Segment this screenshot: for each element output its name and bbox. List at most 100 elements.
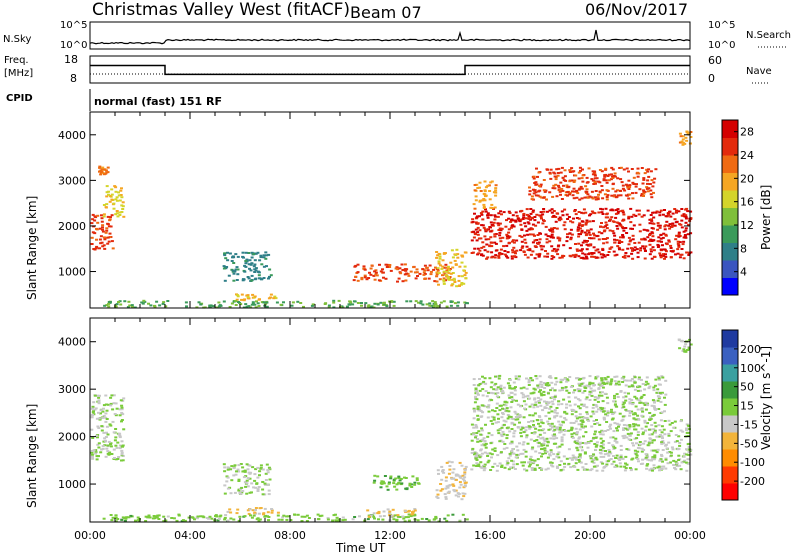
heat-cell [554, 178, 558, 181]
heat-cell [501, 389, 505, 392]
heat-cell [257, 519, 261, 522]
heat-cell [613, 380, 617, 383]
heat-cell [636, 433, 640, 436]
heat-cell [512, 463, 516, 466]
heat-cell [579, 377, 583, 380]
heat-cell [490, 381, 494, 384]
heat-cell [477, 454, 481, 457]
heat-cell [121, 208, 125, 210]
heat-cell [525, 229, 529, 232]
heat-cell [615, 253, 619, 256]
heat-cell [677, 233, 681, 236]
heat-cell [658, 469, 661, 472]
heat-cell [580, 177, 584, 180]
heat-cell [498, 462, 502, 465]
heat-cell [636, 167, 640, 170]
heat-cell [627, 170, 630, 173]
heat-cell [241, 470, 245, 473]
heat-cell [244, 303, 248, 306]
heat-cell [97, 396, 101, 399]
heat-cell [382, 276, 385, 279]
heat-cell [101, 226, 104, 229]
heat-cell [560, 436, 564, 439]
heat-cell [282, 301, 285, 304]
heat-cell [667, 434, 671, 437]
heat-cell [238, 301, 242, 304]
heat-cell [656, 399, 660, 402]
heat-cell [527, 421, 531, 423]
heat-cell [593, 433, 597, 436]
heat-cell [537, 401, 541, 404]
heat-cell [530, 403, 534, 406]
heat-cell [632, 444, 635, 447]
heat-cell [663, 410, 666, 413]
heat-cell [535, 464, 539, 467]
heat-cell [481, 210, 485, 213]
heat-cell [578, 166, 582, 169]
heat-cell [421, 268, 425, 271]
heat-cell [615, 239, 619, 242]
heat-cell [400, 263, 404, 266]
heat-cell [685, 427, 688, 430]
heat-cell [619, 194, 623, 197]
heat-cell [606, 402, 610, 405]
heat-cell [616, 189, 619, 192]
heat-cell [634, 191, 638, 194]
heat-cell [254, 267, 258, 270]
heat-cell [97, 411, 100, 414]
heat-cell [528, 233, 532, 236]
heat-cell [648, 218, 652, 221]
heat-cell [661, 437, 664, 440]
heat-cell [118, 447, 122, 450]
heat-cell [249, 471, 253, 474]
heat-cell [510, 422, 514, 425]
heat-cell [474, 221, 478, 224]
heat-cell [170, 517, 174, 519]
heat-cell [542, 196, 546, 199]
heat-cell [686, 210, 690, 213]
heat-cell [681, 430, 685, 433]
heat-cell [465, 518, 469, 521]
heat-cell [641, 383, 645, 385]
heat-cell [418, 272, 422, 275]
heat-cell [367, 515, 371, 518]
heat-cell [351, 518, 355, 521]
heat-cell [106, 236, 110, 239]
heat-cell [581, 466, 585, 469]
heat-cell [590, 253, 594, 256]
heat-cell [596, 422, 600, 425]
heat-cell [605, 181, 609, 184]
heat-cell [589, 237, 593, 240]
heat-cell [508, 212, 512, 214]
heat-cell [651, 246, 655, 249]
heat-cell [601, 247, 605, 250]
heat-cell [621, 418, 625, 421]
heat-cell [548, 407, 552, 410]
heat-cell [588, 220, 592, 223]
heat-cell [581, 174, 585, 177]
heat-cell [223, 470, 227, 473]
heat-cell [381, 268, 384, 271]
heat-cell [659, 234, 663, 236]
heat-cell [362, 265, 366, 268]
heat-cell [680, 226, 684, 229]
heat-cell [535, 439, 539, 441]
heat-cell [674, 434, 678, 436]
heat-cell [584, 425, 587, 428]
heat-cell [511, 251, 515, 254]
heat-cell [680, 248, 684, 250]
heat-cell [478, 215, 481, 218]
colorbar-frame [721, 329, 739, 501]
heat-cell [245, 258, 249, 261]
heat-cell [232, 279, 236, 282]
heat-cell [516, 403, 520, 406]
heat-cell [482, 207, 486, 209]
heat-cell [453, 281, 457, 283]
heat-cell [413, 481, 417, 484]
heat-cell [341, 516, 345, 519]
heat-cell [605, 189, 609, 192]
heat-cell [632, 380, 636, 383]
heat-cell [527, 222, 531, 225]
heat-cell [564, 418, 568, 421]
heat-cell [197, 301, 201, 304]
